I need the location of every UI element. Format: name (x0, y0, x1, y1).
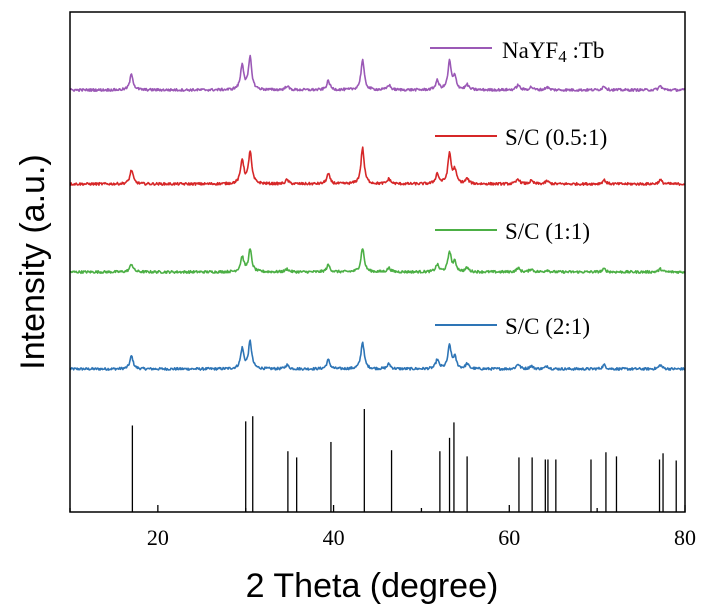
series-line-1 (69, 339, 686, 371)
legend-label-4: NaYF4 :Tb (502, 38, 604, 66)
series-line-3 (69, 146, 686, 186)
x-tick-label: 20 (147, 525, 169, 550)
legend-label-1: S/C (2:1) (505, 314, 590, 339)
x-tick-label: 40 (323, 525, 345, 550)
x-tick-label: 80 (674, 525, 696, 550)
x-tick-label: 60 (498, 525, 520, 550)
series-line-4 (69, 54, 686, 92)
x-axis-ticks: 20 40 60 80 (69, 505, 696, 550)
pattern-curves (69, 54, 686, 371)
legend-label-2: S/C (1:1) (505, 219, 590, 244)
y-axis-title: Intensity (a.u.) (14, 154, 52, 369)
reference-pattern (131, 409, 677, 512)
legend: S/C (2:1) S/C (1:1) S/C (0.5:1) NaYF4 :Tb (430, 38, 607, 339)
series-line-2 (69, 248, 686, 275)
legend-label-3: S/C (0.5:1) (505, 125, 607, 150)
plot-frame (69, 11, 686, 513)
x-axis-title: 2 Theta (degree) (246, 567, 499, 605)
